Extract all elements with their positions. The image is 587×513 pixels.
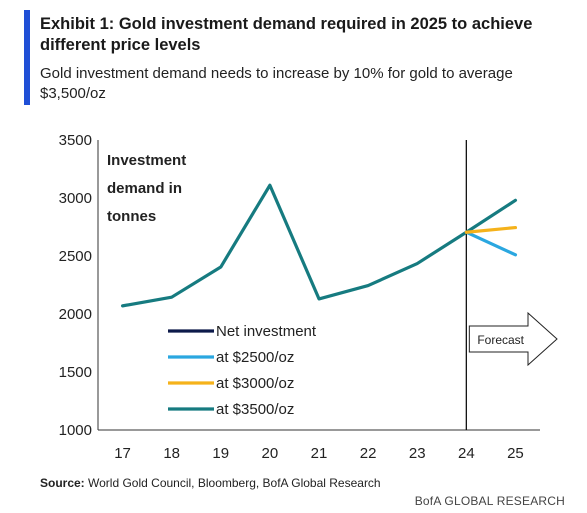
x-axis: 17 18 19 20 21 22 23 24 25 (98, 429, 540, 462)
forecast-marker: Forecast (465, 140, 558, 430)
series-line-at-3000 (464, 225, 518, 234)
forecast-arrow (468, 311, 558, 367)
legend-label: at $2500/oz (216, 349, 294, 366)
accent-bar (24, 10, 30, 105)
legend-label: at $3500/oz (216, 401, 294, 418)
x-tick-label: 17 (114, 445, 131, 462)
source-text: World Gold Council, Bloomberg, BofA Glob… (84, 476, 381, 490)
x-tick-label: 18 (163, 445, 180, 462)
x-tick-label: 19 (212, 445, 229, 462)
annotation-line: demand in (107, 180, 182, 197)
series-line-at-2500 (464, 230, 518, 257)
x-tick-label: 25 (507, 445, 524, 462)
x-tick-label: 22 (360, 445, 377, 462)
brand-label: BofA GLOBAL RESEARCH (414, 494, 565, 508)
source-label: Source: (40, 476, 85, 490)
chart-subtitle: Gold investment demand needs to increase… (40, 65, 513, 102)
source-note: Source: World Gold Council, Bloomberg, B… (40, 476, 381, 490)
legend-label: Net investment (216, 323, 317, 340)
series-line-at-3500 (120, 183, 518, 308)
annotation-line: Investment (107, 152, 186, 169)
y-tick-label: 3000 (59, 190, 92, 207)
y-tick-label: 3500 (59, 132, 92, 149)
forecast-label: Forecast (477, 333, 524, 347)
chart-title: Exhibit 1: Gold investment demand requir… (40, 15, 533, 54)
x-tick-label: 20 (262, 445, 279, 462)
series-lines (120, 183, 518, 308)
chart-annotation: Investment demand in tonnes (107, 152, 186, 225)
x-tick-label: 24 (458, 445, 475, 462)
x-tick-label: 21 (311, 445, 328, 462)
y-tick-label: 1000 (59, 422, 92, 439)
legend: Net investment at $2500/oz at $3000/oz at $… (168, 323, 317, 418)
y-axis: 1000 1500 2000 2500 3000 3500 (59, 132, 99, 439)
y-tick-label: 1500 (59, 364, 92, 381)
y-tick-label: 2500 (59, 248, 92, 265)
annotation-line: tonnes (107, 208, 156, 225)
y-tick-label: 2000 (59, 306, 92, 323)
legend-label: at $3000/oz (216, 375, 294, 392)
x-tick-label: 23 (409, 445, 426, 462)
chart-area: 1000 1500 2000 2500 3000 3500 17 18 19 20 21 22 23 2… (59, 132, 558, 462)
